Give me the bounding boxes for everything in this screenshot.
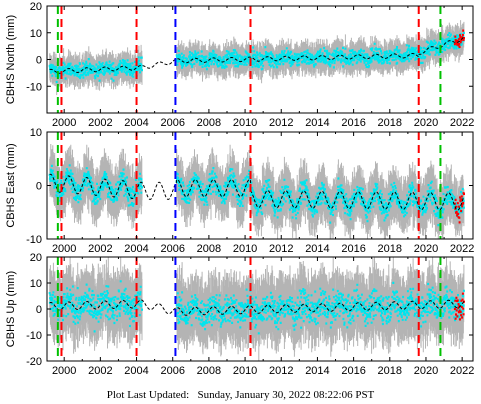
x-tick-label: 2016: [341, 117, 365, 129]
x-tick-label: 2016: [341, 243, 365, 255]
x-tick-label: 2014: [305, 117, 329, 129]
x-tick-label: 2002: [88, 365, 112, 377]
data-layer: [48, 144, 465, 239]
error-bars: [49, 144, 465, 239]
x-tick-label: 2004: [124, 365, 148, 377]
plot-updated-footer: Plot Last Updated: Sunday, January 30, 2…: [0, 389, 481, 401]
y-tick-label: -10: [26, 81, 42, 93]
y-tick-label: -20: [26, 356, 42, 368]
x-tick-label: 2020: [414, 365, 438, 377]
x-tick-label: 2000: [52, 365, 76, 377]
x-tick-label: 2006: [160, 243, 184, 255]
y-tick-label: 0: [36, 55, 42, 67]
chart-panel-1: -10 0 10 20 2000 2002 2004 2006 2008 2010 2012 2014…: [5, 1, 474, 129]
x-tick-label: 2018: [378, 243, 402, 255]
y-axis-title: CBHS North (mm): [5, 15, 17, 104]
x-tick-label: 2020: [414, 117, 438, 129]
y-tick-label: 10: [30, 28, 42, 40]
y-tick-label: 0: [36, 304, 42, 316]
x-tick-label: 2010: [233, 365, 257, 377]
x-tick-label: 2012: [269, 117, 293, 129]
x-tick-label: 2004: [124, 243, 148, 255]
recent-solutions: [453, 192, 465, 224]
x-tick-label: 2002: [88, 243, 112, 255]
x-tick-label: 2012: [269, 365, 293, 377]
y-axis-title: CBHS Up (mm): [5, 271, 17, 347]
y-tick-label: 20: [30, 1, 42, 13]
model-fit-curve: [49, 173, 465, 211]
x-tick-label: 2006: [160, 365, 184, 377]
x-tick-label: 2014: [305, 243, 329, 255]
y-tick-label: 10: [30, 278, 42, 290]
daily-solutions: [48, 31, 465, 84]
x-tick-label: 2002: [88, 117, 112, 129]
x-tick-label: 2008: [197, 365, 221, 377]
model-fit-curve: [49, 36, 465, 74]
y-tick-label: 0: [36, 181, 42, 193]
x-tick-label: 2014: [305, 365, 329, 377]
daily-solutions: [48, 164, 465, 227]
x-tick-label: 2006: [160, 117, 184, 129]
x-tick-label: 2012: [269, 243, 293, 255]
x-tick-label: 2010: [233, 117, 257, 129]
recent-solutions: [453, 292, 465, 321]
x-tick-label: 2010: [233, 243, 257, 255]
x-tick-label: 2016: [341, 365, 365, 377]
x-tick-label: 2000: [52, 117, 76, 129]
plot-updated-timestamp: Sunday, January 30, 2022 08:22:06 PST: [197, 389, 375, 401]
chart-panel-3: -20 -10 0 10 20 2000 2002 2004 2006 2008 2010 2012 2…: [5, 252, 474, 377]
y-axis-title: CBHS East (mm): [5, 143, 17, 227]
x-tick-label: 2004: [124, 117, 148, 129]
y-tick-label: 10: [30, 127, 42, 139]
x-tick-label: 2020: [414, 243, 438, 255]
x-tick-label: 2018: [378, 117, 402, 129]
plot-updated-label: Plot Last Updated:: [106, 389, 190, 401]
x-tick-label: 2000: [52, 243, 76, 255]
x-tick-label: 2022: [450, 243, 474, 255]
model-fit-curve: [49, 299, 465, 316]
x-tick-label: 2022: [450, 117, 474, 129]
x-tick-label: 2008: [197, 243, 221, 255]
x-tick-label: 2018: [378, 365, 402, 377]
data-layer: [48, 20, 465, 96]
data-layer: [48, 257, 465, 361]
x-tick-label: 2008: [197, 117, 221, 129]
x-tick-label: 2022: [450, 365, 474, 377]
y-tick-label: -10: [26, 234, 42, 246]
y-tick-label: -10: [26, 330, 42, 342]
recent-solutions: [453, 29, 465, 48]
chart-panel-2: -10 0 10 2000 2002 2004 2006 2008 2010 2012 2014 20…: [5, 127, 474, 255]
y-tick-label: 20: [30, 252, 42, 264]
